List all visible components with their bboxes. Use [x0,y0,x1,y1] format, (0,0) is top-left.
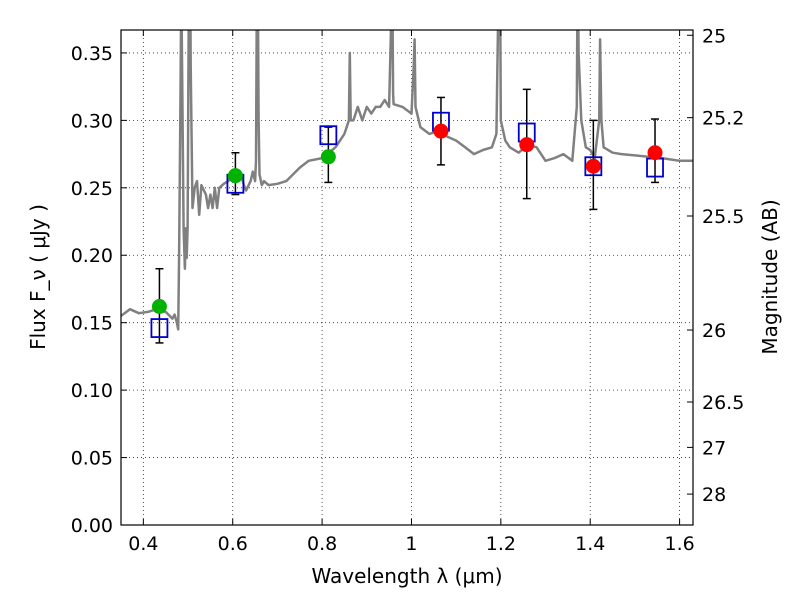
observed-flux-point [433,123,449,139]
x-axis-ticks: 0.4 0.6 0.8 1 1.2 1.4 1.6 [128,30,695,555]
observed-flux-point [647,145,663,161]
y-axis-label: Flux F_ν ( μJy ) [26,204,50,350]
right-tick-label: 25.2 [702,108,744,130]
grid-lines [121,30,693,526]
right-tick-label: 25 [702,25,726,47]
observed-flux-point [585,158,601,174]
x-tick-label: 1 [405,533,417,555]
observed-flux-point [519,137,535,153]
x-tick-label: 1.4 [575,533,605,555]
y-tick-label: 0.35 [71,43,113,65]
y-tick-label: 0.20 [71,245,113,267]
model-spectrum-layer [121,30,693,331]
x-tick-label: 0.8 [307,533,337,555]
y-axis-ticks: 0.00 0.05 0.10 0.15 0.20 0.25 0.30 0.35 [71,43,127,537]
model-flux-box [584,156,603,177]
right-axis-ticks: 25 25.2 25.5 26 26.5 27 28 [687,25,744,506]
model-spectrum-line [121,30,693,331]
right-tick-label: 27 [702,437,726,459]
x-tick-label: 0.6 [218,533,248,555]
y-tick-label: 0.05 [71,448,113,470]
observed-flux-point [151,298,167,314]
plot-frame [120,29,694,526]
x-tick-label: 0.4 [128,533,158,555]
model-flux-box [150,318,169,338]
x-tick-label: 1.6 [664,533,694,555]
right-tick-label: 26.5 [702,392,744,414]
right-tick-label: 28 [702,484,726,506]
right-tick-label: 25.5 [702,206,744,228]
model-flux-box [319,125,338,146]
x-tick-label: 1.2 [486,533,516,555]
observed-flux-point [320,149,336,165]
y-tick-label: 0.00 [71,515,113,537]
y-tick-label: 0.30 [71,110,113,132]
y-tick-label: 0.25 [71,178,113,200]
right-axis-label: Magnitude (AB) [758,199,782,354]
x-axis-label: Wavelength λ (μm) [311,564,502,588]
data-points-layer [150,88,664,344]
observed-flux-point [227,168,243,184]
y-tick-label: 0.15 [71,313,113,335]
y-tick-label: 0.10 [71,380,113,402]
right-tick-label: 26 [702,320,726,342]
